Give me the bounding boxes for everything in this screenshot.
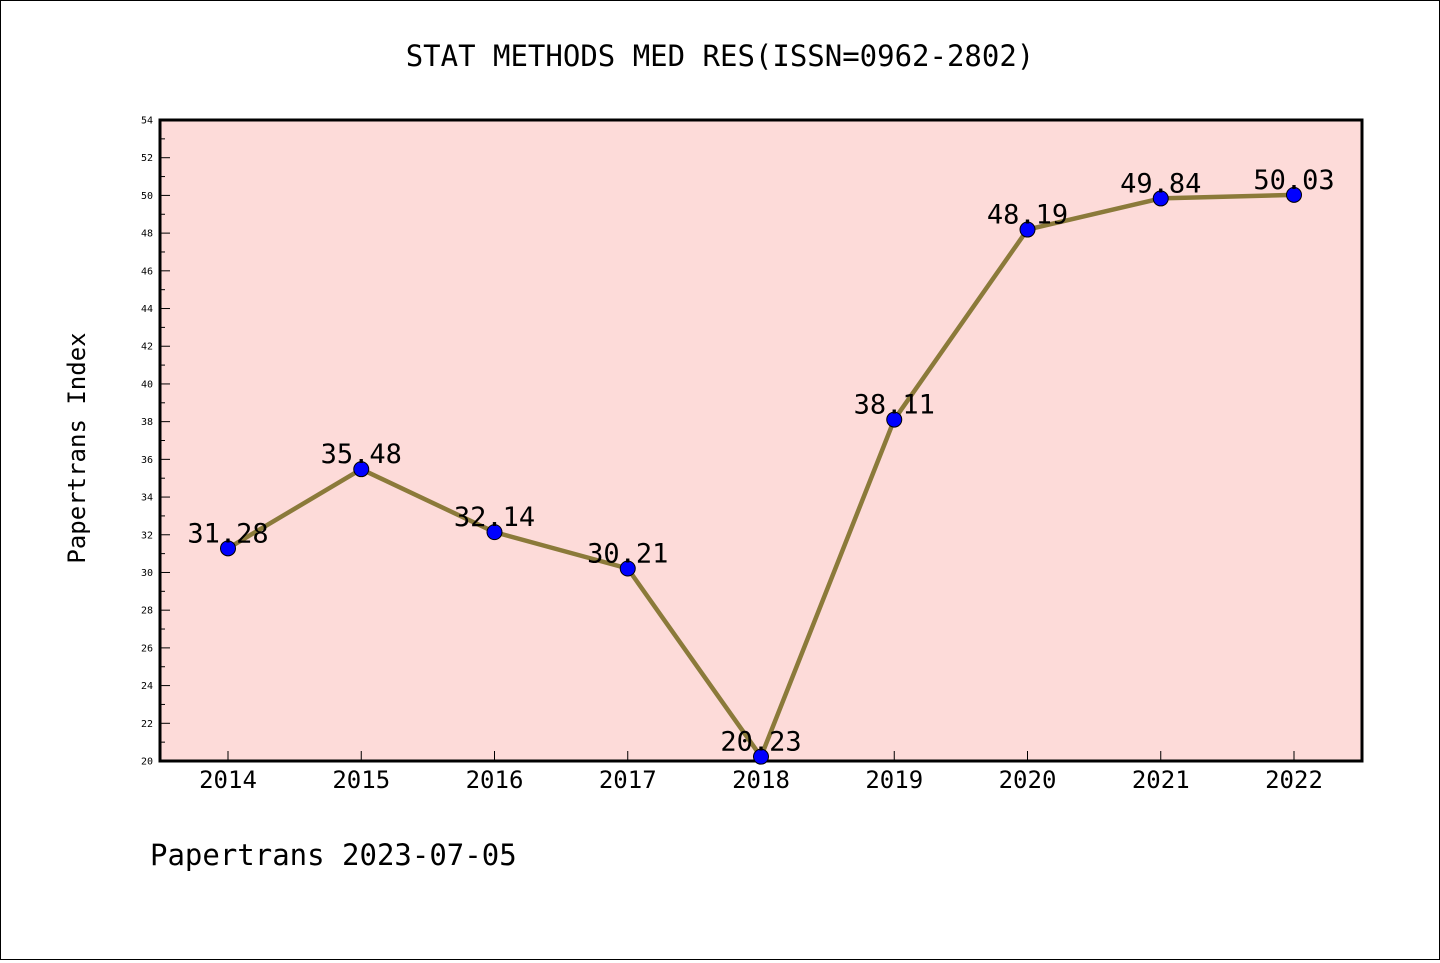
- x-tick-label: 2021: [1132, 766, 1190, 794]
- x-tick-label: 2014: [199, 766, 257, 794]
- y-tick-label: 50: [141, 191, 153, 202]
- y-tick-label: 46: [141, 266, 153, 277]
- data-label: 38.11: [854, 390, 935, 421]
- y-tick-label: 20: [141, 757, 153, 768]
- y-tick-label: 34: [141, 493, 153, 504]
- data-point: [753, 748, 769, 765]
- data-point: [1152, 190, 1169, 207]
- y-tick-label: 44: [141, 304, 153, 315]
- x-tick-label: 2015: [332, 766, 390, 794]
- data-label: 49.84: [1120, 168, 1201, 199]
- x-tick-label: 2022: [1265, 766, 1323, 794]
- y-tick-label: 40: [141, 379, 153, 390]
- y-tick-label: 32: [141, 530, 153, 541]
- data-point: [619, 560, 636, 577]
- y-tick-label: 28: [141, 606, 153, 617]
- x-tick-label: 2016: [466, 766, 524, 794]
- x-tick-label: 2020: [999, 766, 1057, 794]
- data-point: [486, 524, 503, 541]
- data-point: [1019, 221, 1036, 238]
- plot-area: [158, 118, 1364, 763]
- y-tick-label: 24: [141, 681, 153, 692]
- y-tick-label: 26: [141, 643, 153, 654]
- data-labels: 31.28 35.48 32.14 30.21 20.23 38.11 48.19 49.84…: [187, 165, 1334, 758]
- data-point: [1286, 186, 1302, 203]
- data-label: 48.19: [987, 200, 1068, 231]
- data-point: [353, 461, 370, 478]
- data-label: 30.21: [587, 539, 668, 570]
- y-tick-label: 30: [141, 568, 153, 579]
- x-tick-label: 2019: [865, 766, 923, 794]
- data-point: [220, 540, 236, 557]
- y-tick-label: 54: [141, 116, 153, 127]
- y-tick-label: 36: [141, 455, 153, 466]
- y-axis-label: Papertrans Index: [63, 332, 91, 563]
- x-tick-label: 2017: [599, 766, 657, 794]
- data-label: 20.23: [720, 727, 801, 758]
- x-tick-label: 2018: [732, 766, 790, 794]
- y-tick-label: 52: [141, 153, 153, 164]
- footer-source: Papertrans 2023-07-05: [150, 838, 517, 872]
- data-label: 31.28: [187, 518, 268, 549]
- data-label: 50.03: [1253, 165, 1334, 196]
- axis-ticks: 2022242628303234363840424446485052542014…: [141, 116, 1323, 795]
- y-tick-label: 38: [141, 417, 153, 428]
- data-label: 32.14: [454, 502, 535, 533]
- data-label: 35.48: [321, 439, 402, 470]
- chart-title: STAT METHODS MED RES(ISSN=0962-2802): [406, 39, 1035, 73]
- y-tick-label: 48: [141, 229, 153, 240]
- y-tick-label: 22: [141, 719, 153, 730]
- data-point: [886, 411, 903, 428]
- data-series: [220, 186, 1302, 765]
- y-tick-label: 42: [141, 342, 153, 353]
